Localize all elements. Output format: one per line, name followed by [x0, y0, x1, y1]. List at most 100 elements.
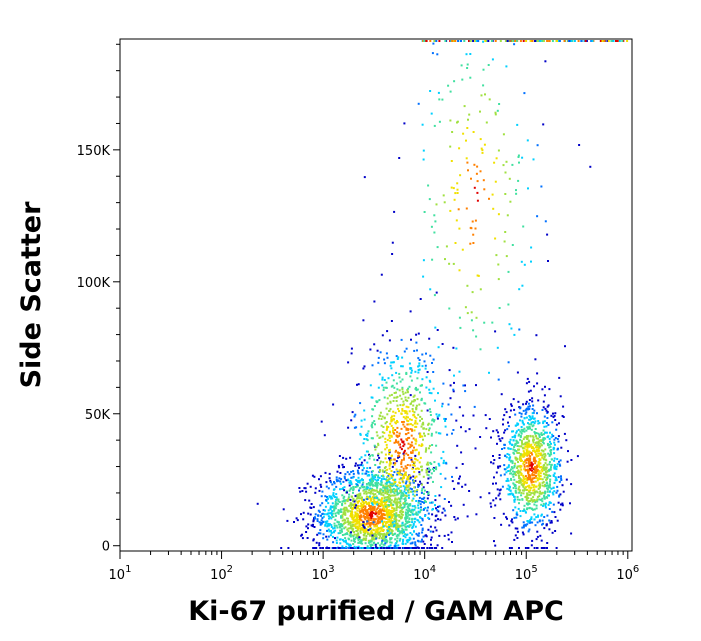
density-point: [383, 539, 386, 542]
density-point: [557, 440, 560, 443]
density-point: [356, 497, 359, 500]
density-point: [383, 416, 386, 419]
density-point: [512, 40, 515, 42]
density-point: [380, 516, 383, 519]
density-point: [382, 475, 385, 478]
plot-frame: [119, 38, 633, 552]
density-point: [334, 503, 337, 506]
density-point: [353, 515, 356, 518]
density-point: [523, 436, 526, 439]
density-point: [371, 492, 374, 495]
density-point: [362, 524, 365, 527]
density-point: [421, 353, 424, 356]
density-point: [395, 535, 398, 538]
density-point: [382, 525, 385, 528]
density-point: [380, 475, 383, 478]
density-point: [539, 452, 542, 455]
density-point: [412, 513, 415, 516]
density-point: [394, 411, 397, 414]
density-point: [435, 40, 438, 42]
density-point: [391, 482, 394, 485]
density-point: [490, 461, 492, 464]
density-point: [528, 405, 531, 408]
density-point: [388, 526, 391, 528]
density-point: [536, 448, 539, 451]
density-point: [402, 540, 404, 543]
density-point: [545, 431, 548, 434]
density-point: [412, 400, 415, 403]
density-point: [352, 487, 355, 490]
density-point: [364, 509, 367, 512]
density-point: [513, 500, 516, 503]
density-point: [318, 489, 321, 492]
density-point: [534, 469, 536, 472]
density-point: [395, 526, 397, 529]
density-point: [524, 443, 527, 446]
density-point: [530, 423, 533, 426]
density-point: [450, 413, 453, 416]
density-point: [530, 428, 533, 431]
density-point: [462, 414, 465, 417]
density-point: [371, 496, 374, 499]
density-point: [520, 459, 522, 462]
density-point: [419, 432, 422, 435]
density-point: [427, 477, 430, 480]
density-point: [475, 335, 478, 338]
density-point: [380, 498, 383, 501]
density-point: [542, 429, 545, 432]
density-point: [410, 488, 413, 491]
density-point: [382, 426, 385, 428]
density-point: [361, 503, 363, 506]
density-point: [422, 498, 425, 500]
density-point: [342, 547, 345, 549]
density-point: [553, 414, 556, 417]
density-point: [547, 486, 550, 489]
density-point: [508, 524, 511, 527]
density-point: [434, 526, 437, 529]
density-point: [516, 371, 519, 374]
density-point: [429, 40, 432, 42]
density-point: [369, 510, 372, 513]
density-point: [377, 481, 380, 484]
density-point: [400, 497, 403, 500]
density-point: [409, 476, 412, 479]
density-point: [365, 485, 368, 488]
density-point: [403, 531, 405, 534]
density-point: [396, 524, 399, 527]
density-point: [522, 423, 525, 426]
density-point: [393, 492, 396, 495]
density-point: [527, 405, 530, 408]
density-point: [513, 478, 516, 481]
y-tick-label: 50K: [85, 408, 111, 423]
density-point: [393, 471, 396, 474]
density-point: [510, 327, 513, 330]
density-point: [380, 502, 383, 504]
density-point: [497, 378, 500, 381]
density-point: [352, 470, 355, 473]
density-point: [314, 513, 317, 516]
density-point: [530, 447, 533, 450]
density-point: [540, 514, 543, 517]
density-point: [404, 396, 407, 399]
density-point: [362, 319, 365, 322]
density-point: [349, 535, 352, 538]
density-point: [476, 165, 479, 168]
density-point: [531, 397, 534, 400]
density-point: [541, 454, 544, 457]
density-point: [417, 483, 420, 486]
density-point: [484, 40, 487, 42]
density-point: [337, 498, 340, 501]
density-point: [341, 463, 344, 466]
density-point: [449, 384, 452, 387]
density-point: [557, 501, 560, 504]
density-point: [400, 494, 403, 497]
density-point: [355, 536, 357, 539]
density-point: [369, 540, 372, 543]
density-point: [429, 501, 432, 504]
density-point: [517, 448, 520, 451]
density-point: [435, 431, 438, 434]
density-point: [437, 462, 440, 465]
density-point: [487, 40, 490, 42]
density-point: [423, 211, 426, 213]
density-point: [404, 518, 407, 521]
